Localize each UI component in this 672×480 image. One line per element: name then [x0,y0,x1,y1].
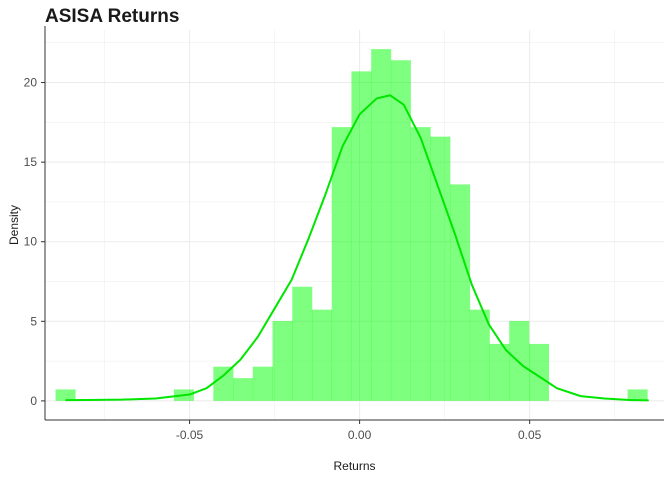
histogram-bar-8 [213,366,234,401]
chart-title: ASISA Returns [45,6,180,27]
x-tick-label-1: 0.00 [348,428,372,442]
histogram-bar-16 [371,49,392,401]
axes [44,26,664,421]
histogram-bar-10 [252,366,273,401]
y-tick-label-4: 20 [24,76,38,90]
histogram-bar-0 [55,389,76,401]
x-tick-label-0: -0.05 [176,428,204,442]
histogram-bar-15 [351,71,372,401]
y-tick-label-1: 5 [30,314,37,328]
histogram-bar-24 [528,343,550,401]
histogram-bar-18 [410,127,431,401]
histogram-bar-13 [311,309,333,401]
histogram-bar-29 [627,389,648,401]
y-tick-label-0: 0 [30,394,37,408]
histogram-bar-23 [509,320,530,401]
x-axis-title: Returns [333,459,375,473]
histogram-bar-22 [489,343,510,401]
y-axis-title: Density [7,205,21,245]
histogram-bar-21 [469,309,490,401]
x-tick-label-2: 0.05 [518,428,542,442]
histogram-bar-19 [430,136,451,401]
tick-labels: -0.05 0.00 0.05 0 5 10 15 20 [24,76,542,442]
density-curve-line [65,94,649,402]
histogram-bar-12 [292,286,313,401]
y-tick-label-2: 10 [24,235,38,249]
histogram-bar-17 [390,60,411,401]
histogram-bars [55,49,648,401]
y-tick-label-3: 15 [24,155,38,169]
histogram-bar-9 [233,378,254,401]
histogram-bar-20 [450,184,471,401]
histogram-bar-14 [331,127,352,401]
histogram-bar-11 [272,320,293,401]
